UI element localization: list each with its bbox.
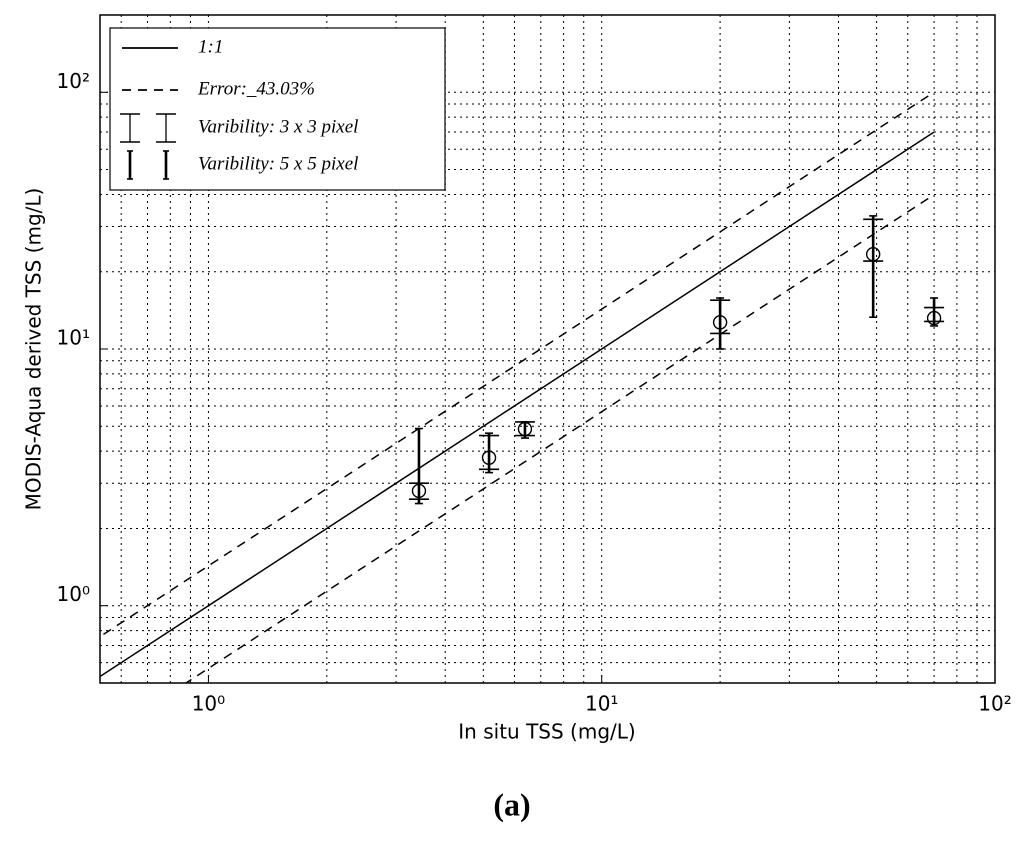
x-axis-label: In situ TSS (mg/L)	[458, 720, 635, 744]
y-tick-label: 10²	[57, 69, 90, 93]
legend: 1:1 Error:_43.03% Varibility: 3 x 3 pixel V…	[109, 27, 446, 191]
line	[184, 194, 935, 683]
x-tick-label: 10²	[978, 692, 1011, 716]
legend-label: 1:1	[198, 36, 223, 57]
error-bar	[716, 297, 725, 350]
legend-label: Error:_43.03%	[197, 78, 315, 99]
point	[865, 247, 881, 262]
error-bar	[869, 215, 878, 319]
error-bar	[414, 427, 423, 505]
line	[100, 131, 935, 678]
error-bar	[485, 432, 494, 474]
plot-area	[100, 91, 945, 683]
point	[926, 310, 942, 326]
point	[481, 450, 497, 465]
point	[712, 315, 728, 330]
legend-label: Varibility: 5 x 5 pixel	[198, 153, 358, 174]
caption: (a)	[493, 786, 530, 822]
y-tick-label: 10¹	[57, 326, 90, 350]
y-tick-label: 10⁰	[57, 582, 90, 606]
y-axis-label: MODIS-Aqua derived TSS (mg/L)	[22, 188, 46, 511]
x-tick-label: 10¹	[585, 692, 618, 716]
legend-label: Varibility: 3 x 3 pixel	[198, 116, 358, 137]
plot-frame	[99, 14, 996, 684]
point	[517, 421, 533, 437]
x-tick-label: 10⁰	[192, 692, 225, 716]
line	[100, 91, 935, 638]
point	[411, 483, 427, 499]
grid	[100, 15, 996, 683]
